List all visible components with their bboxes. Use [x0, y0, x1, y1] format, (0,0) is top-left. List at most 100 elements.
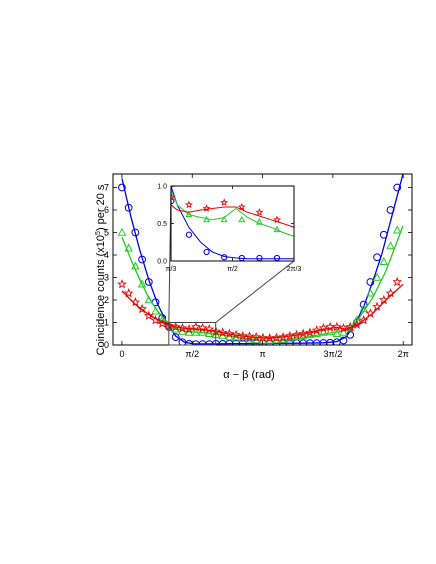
inset-series-2-point	[273, 215, 282, 224]
main-series-2-point	[271, 332, 282, 343]
main-series-1-point	[332, 328, 342, 337]
inset-series-2-curve	[171, 204, 294, 228]
main-y-tick-label: 7	[104, 183, 109, 193]
inset-y-tick-label: 0.5	[157, 221, 167, 228]
main-series-2-point	[284, 330, 295, 341]
inset-series-0-point	[203, 248, 210, 256]
main-series-2-point	[190, 321, 201, 332]
main-series-2-point	[318, 322, 329, 333]
main-series-2-point	[372, 301, 382, 311]
main-series-1-point	[151, 306, 160, 315]
main-series-2-point	[237, 330, 248, 341]
inset-series-1-point	[255, 218, 263, 225]
main-series-2-point	[291, 329, 302, 339]
main-series-1-point	[204, 328, 214, 337]
main-series-1-point	[131, 261, 140, 270]
inset-series-1-point	[203, 215, 211, 223]
inset-x-tick-label: π/3	[166, 266, 177, 273]
main-y-tick-label: 3	[104, 273, 109, 283]
main-y-tick-label: 2	[104, 295, 109, 305]
inset-series-1-point	[238, 215, 246, 223]
main-series-2-point	[311, 325, 322, 335]
main-series-1-point	[325, 327, 335, 336]
main-series-2-point	[117, 279, 127, 289]
inset-series-0-point	[185, 231, 193, 238]
x-axis-title: α − β (rad)	[223, 369, 275, 381]
main-series-2-point	[204, 324, 215, 334]
main-y-tick-label: 5	[104, 228, 109, 238]
zoom-rectangle	[168, 322, 217, 346]
main-y-tick-label: 1	[104, 318, 109, 328]
main-series-2-point	[385, 288, 396, 298]
inset-x-tick-label: 2π/3	[287, 266, 302, 273]
main-series-2-point	[345, 321, 356, 332]
main-series-2-point	[392, 276, 403, 287]
inset-series-1-curve	[171, 189, 294, 237]
main-series-1-point	[372, 272, 382, 281]
main-series-0-point	[359, 300, 368, 309]
main-x-tick-label: 0	[119, 349, 124, 359]
inset-series-2-point	[220, 198, 229, 206]
main-series-1-point	[366, 288, 375, 297]
inset-series-1-point	[220, 215, 228, 223]
main-series-2-point	[358, 315, 369, 325]
main-series-1-point	[386, 241, 395, 250]
main-series-2-point	[331, 321, 342, 332]
main-x-tick-label: 3π/2	[324, 349, 343, 359]
inset-series-2-point	[202, 204, 211, 212]
main-y-tick-label: 4	[104, 250, 109, 260]
main-data	[117, 174, 404, 345]
main-series-2-point	[338, 322, 349, 333]
main-series-1-point	[137, 279, 147, 288]
main-series-2-point	[352, 319, 362, 329]
zoom-connector-right	[215, 260, 295, 323]
main-series-1-point	[117, 227, 127, 236]
main-y-tick-label: 6	[104, 205, 109, 215]
main-series-1-point	[191, 327, 201, 336]
main-series-0-point	[339, 336, 348, 345]
main-y-tick-label: 0	[104, 340, 109, 350]
main-series-0-point	[158, 314, 167, 322]
main-series-2-point	[298, 328, 309, 338]
main-series-0-curve	[121, 174, 404, 345]
main-series-2-point	[244, 331, 255, 341]
main-series-2-point	[177, 322, 188, 333]
main-series-0-point	[393, 183, 402, 192]
main-series-2-point	[258, 332, 268, 343]
main-series-2-point	[137, 303, 147, 314]
main-series-0-point	[379, 230, 388, 239]
inset-series-0-curve	[171, 186, 294, 260]
main-series-2-point	[251, 331, 262, 342]
main-series-1-point	[392, 225, 402, 234]
inset-series-1-point	[273, 225, 281, 233]
main-series-2-point	[157, 318, 168, 328]
inset-series-0-point	[221, 254, 228, 261]
main-series-2-point	[197, 322, 208, 333]
main-series-2-point	[143, 310, 154, 320]
zoom-region	[168, 185, 295, 346]
main-x-tick-label: 2π	[398, 349, 409, 359]
main-series-1-point	[198, 327, 207, 336]
main-series-2-point	[170, 321, 181, 332]
main-series-2-point	[150, 315, 161, 325]
main-series-2-point	[184, 324, 194, 334]
main-series-0-point	[124, 203, 133, 212]
inset-series-2-point	[184, 200, 193, 209]
main-series-2-point	[224, 328, 235, 338]
main-series-2-point	[123, 288, 134, 298]
inset-background	[171, 186, 294, 261]
main-series-1-point	[352, 315, 362, 324]
main-series-2-point	[130, 297, 141, 307]
main-series-1-point	[144, 295, 154, 304]
inset-series-2-point	[237, 202, 246, 211]
main-series-2-point	[305, 327, 315, 337]
main-series-1-point	[319, 327, 328, 336]
main-series-2-point	[378, 294, 389, 305]
main-series-1-point	[124, 243, 133, 252]
inset-x-tick-label: π/2	[227, 266, 238, 273]
main-series-1-point	[379, 256, 389, 265]
main-series-1-point	[359, 304, 368, 313]
main-x-tick-label: π/2	[185, 349, 199, 359]
y-axis-title: Coincidence counts (x105) per 20 s	[95, 184, 107, 355]
